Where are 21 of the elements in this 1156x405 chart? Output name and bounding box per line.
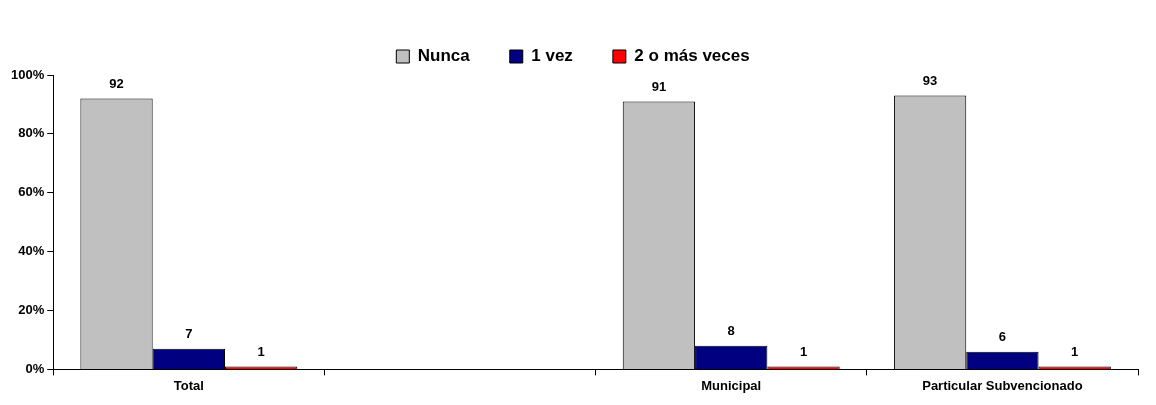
data-label: 6: [998, 328, 1007, 344]
data-label: 1: [799, 343, 808, 359]
data-label: 8: [727, 322, 735, 338]
data-label: 93: [922, 72, 938, 88]
y-tick-label: 20%: [18, 302, 45, 318]
y-tick-label: 100%: [11, 66, 45, 82]
data-label: 91: [651, 78, 667, 94]
legend-label: 1 vez: [531, 46, 573, 66]
y-tick-label: 40%: [18, 243, 45, 259]
data-label: 1: [257, 343, 265, 359]
legend-label: 2 o más veces: [634, 46, 750, 66]
x-tick-label: Particular Subvencionado: [922, 377, 1083, 393]
legend-label: Nunca: [417, 46, 471, 66]
y-tick-label: 0%: [25, 360, 45, 376]
x-tick-label: Total: [173, 377, 204, 393]
data-label: 1: [1071, 343, 1079, 359]
data-label: 7: [185, 325, 193, 341]
y-tick-label: 80%: [18, 125, 45, 141]
y-tick-label: 60%: [18, 184, 45, 200]
x-tick-label: Municipal: [701, 377, 762, 393]
data-label: 92: [109, 75, 124, 91]
